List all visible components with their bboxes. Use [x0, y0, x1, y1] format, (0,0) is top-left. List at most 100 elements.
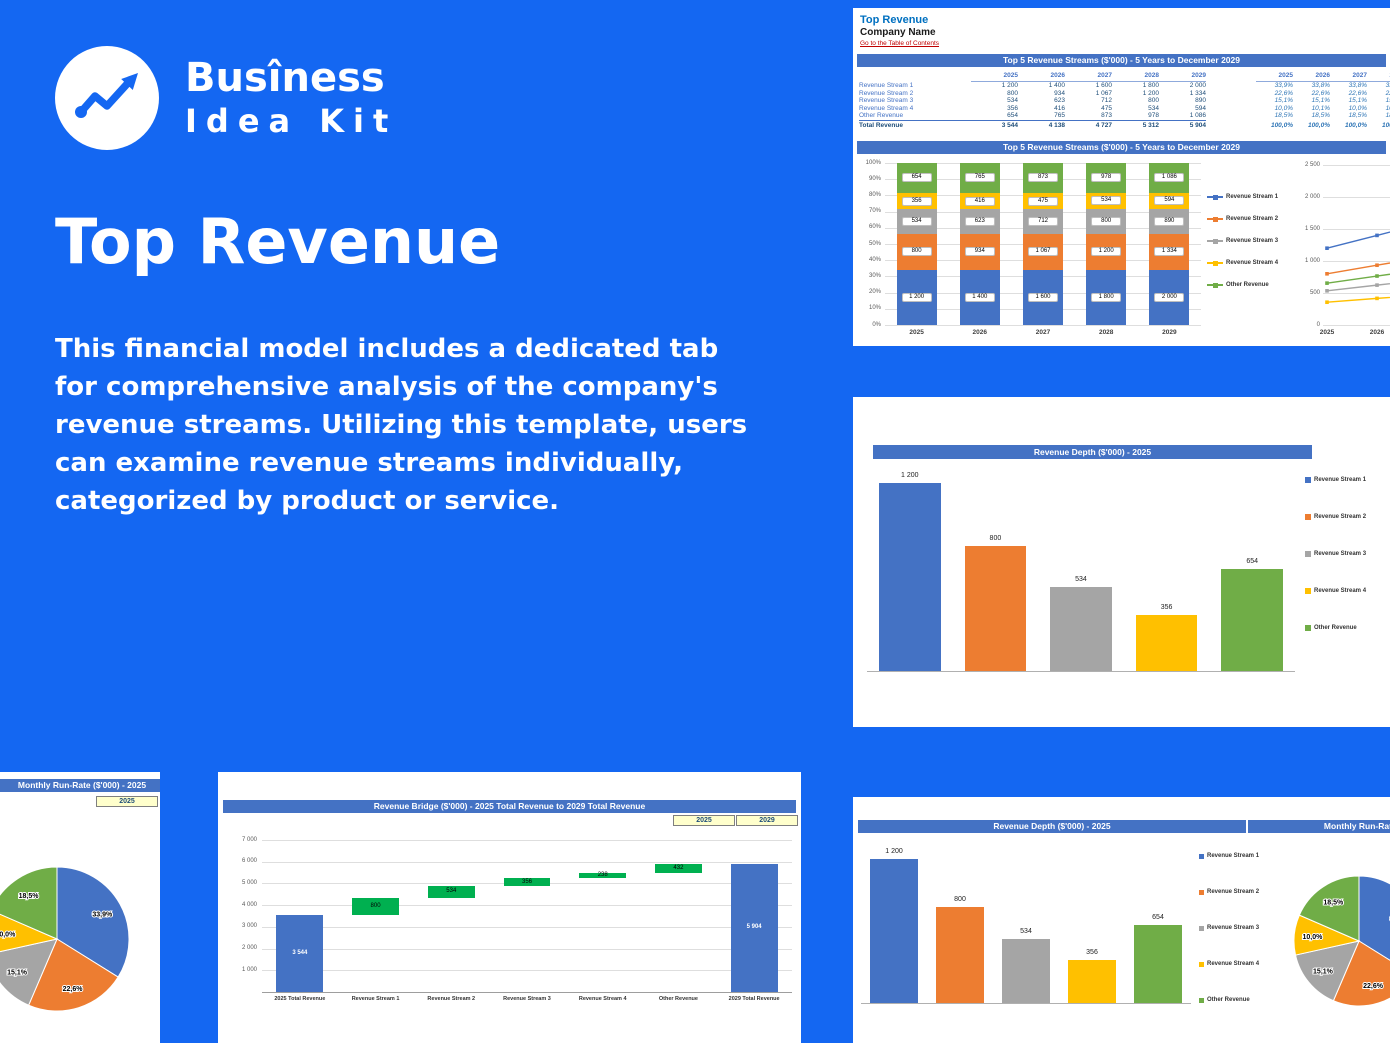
- percent-cell: 10,0%: [1348, 104, 1367, 112]
- legend-square-marker: [1305, 551, 1311, 557]
- runrate2-header: Monthly Run-Rate ($'000) - 2025: [1248, 820, 1390, 833]
- waterfall-data-label: 432: [673, 864, 684, 871]
- pie-slice: [27, 938, 119, 1012]
- y-axis-tick: 4 000: [241, 901, 257, 908]
- legend-item: Other Revenue: [1305, 625, 1366, 631]
- waterfall-data-label: 3 544: [292, 950, 308, 957]
- value-cell: 4 138: [1018, 119, 1065, 131]
- legend-square-marker: [1199, 853, 1204, 859]
- percent-cell: 22,6%: [1274, 89, 1293, 97]
- legend-label: Revenue Stream 3: [1226, 238, 1279, 244]
- legend-square-marker: [1199, 997, 1204, 1003]
- column-bar: [878, 483, 941, 671]
- runrate-pie-panel: Monthly Run-Rate ($'000) - 2025 2025 33,…: [0, 772, 160, 1043]
- percent-cell: 2026: [1293, 70, 1330, 82]
- pie-slice: [0, 866, 58, 940]
- percent-cell: 33,9%: [1274, 82, 1293, 89]
- value-cell: 416: [1054, 104, 1065, 112]
- pie-data-label: 33,9%: [92, 911, 113, 918]
- y-axis-tick: 60%: [868, 224, 881, 231]
- y-axis-tick: 7 000: [241, 836, 257, 843]
- revenue-table: 202520262027202820292025202620272028Reve…: [859, 70, 1390, 131]
- value-cell: 5 312: [1112, 119, 1159, 131]
- value-cell: 2029: [1159, 70, 1206, 82]
- brand-name: Busîness: [185, 55, 385, 101]
- gridline: [885, 325, 1201, 326]
- bridge-waterfall-chart: 7 000 6 000 5 000 4 000 3 000 2 000 1 000 3 544…: [226, 832, 796, 1032]
- legend-square-marker: [1305, 477, 1311, 483]
- x-axis-tick: 2029: [1162, 329, 1177, 336]
- column-bar: [1002, 938, 1050, 1003]
- depth-chart-header: Revenue Depth ($'000) - 2025: [873, 445, 1312, 459]
- pie-slice: [1358, 875, 1390, 961]
- stacked-bar-chart: 100% 90% 80% 70% 60% 50% 40% 30% 20% 10% 0% 1 200 80…: [857, 157, 1209, 343]
- legend-label: Other Revenue: [1314, 625, 1357, 631]
- page-title: Top Revenue: [55, 205, 501, 278]
- percent-cell: 22,6%: [1311, 89, 1330, 97]
- y-axis-tick: 3 000: [241, 923, 257, 930]
- segment-data-label: 873: [1028, 173, 1058, 183]
- year-header-row: 202520262027202820292025202620272028: [859, 70, 1390, 82]
- y-axis-tick: 1 000: [241, 966, 257, 973]
- legend-line-marker: [1207, 282, 1223, 288]
- x-axis-line: [867, 671, 1295, 672]
- gridline: [1323, 197, 1390, 198]
- legend-label: Revenue Stream 3: [1314, 551, 1367, 557]
- bar-data-label: 534: [1020, 927, 1032, 935]
- segment-data-label: 765: [964, 173, 995, 183]
- bridge-year-from-cell[interactable]: 2025: [673, 815, 735, 826]
- gridline: [262, 905, 792, 907]
- gridline: [262, 926, 792, 928]
- value-cell: 2028: [1112, 70, 1159, 82]
- y-axis-tick: 80%: [868, 191, 881, 198]
- waterfall-data-label: 534: [446, 888, 457, 895]
- legend-label: Revenue Stream 4: [1226, 260, 1279, 266]
- legend-item: Revenue Stream 3: [1207, 238, 1278, 244]
- legend-item: Revenue Stream 4: [1305, 588, 1366, 594]
- waterfall-bar: [654, 863, 702, 874]
- runrate-header: Monthly Run-Rate ($'000) - 2025: [0, 779, 160, 792]
- waterfall-bar: [427, 886, 475, 898]
- value-cell: 475: [1101, 104, 1112, 112]
- percent-cell: 10,1%: [1385, 104, 1390, 112]
- legend-line-marker: [1207, 216, 1223, 222]
- percent-cell: 33,8%: [1348, 82, 1367, 89]
- legend-item: Revenue Stream 1: [1199, 853, 1259, 859]
- legend-square-marker: [1212, 216, 1218, 222]
- pie-slice: [1298, 875, 1360, 942]
- y-axis-tick: 30%: [868, 272, 881, 279]
- x-axis-tick: Revenue Stream 1: [351, 996, 400, 1002]
- workbook-screenshot-panel: Top Revenue Company Name Go to the Table…: [853, 8, 1390, 346]
- pie-svg: 33,9%22,6%15,1%10,0%18,5%: [1293, 875, 1390, 1007]
- legend-line-marker: [1207, 194, 1223, 200]
- x-axis-line: [262, 992, 792, 993]
- value-cell: 2026: [1018, 70, 1065, 82]
- table-row: Revenue Stream 1 1 200 1 400 1 600 1 800 2 00…: [859, 82, 1390, 90]
- legend-item: Other Revenue: [1199, 997, 1259, 1003]
- bridge-header: Revenue Bridge ($'000) - 2025 Total Reve…: [223, 800, 796, 813]
- y-axis-tick: 50%: [868, 240, 881, 247]
- column-bar: [936, 907, 984, 1003]
- value-cell: 873: [1101, 112, 1112, 120]
- year-select-cell[interactable]: 2025: [96, 796, 158, 807]
- percent-cell: 18,5%: [1311, 112, 1330, 120]
- toc-link[interactable]: Go to the Table of Contents: [860, 40, 940, 47]
- y-axis-tick: 2 000: [1304, 193, 1320, 200]
- percent-cell: 100,0%: [1381, 121, 1390, 129]
- y-axis-tick: 0: [1316, 321, 1320, 328]
- percent-cell: 10,0%: [1274, 104, 1293, 112]
- y-axis-tick: 2 000: [241, 945, 257, 952]
- row-label: Revenue Stream 4: [859, 104, 914, 112]
- bar-data-label: 356: [1086, 949, 1098, 957]
- waterfall-bar: [352, 897, 400, 916]
- segment-data-label: 356: [901, 196, 932, 206]
- pie-data-label: 18,5%: [19, 893, 40, 900]
- value-cell: 978: [1148, 112, 1159, 120]
- legend-square-marker: [1212, 194, 1218, 200]
- hero-description: This financial model includes a dedicate…: [55, 334, 748, 516]
- percent-cell: 2027: [1330, 70, 1367, 82]
- trend-lines-svg: [1325, 231, 1390, 305]
- x-axis-tick: Other Revenue: [658, 996, 698, 1002]
- percent-cell: 15,1%: [1348, 97, 1367, 105]
- bridge-year-to-cell[interactable]: 2029: [736, 815, 798, 826]
